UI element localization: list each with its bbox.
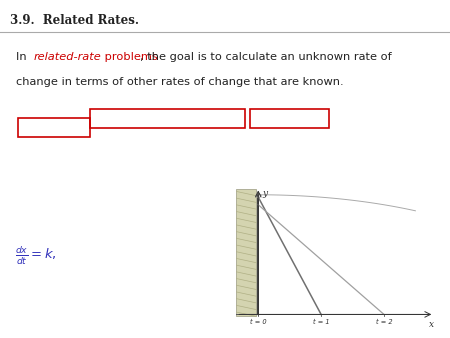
Text: $\frac{dx}{dt} = k,$: $\frac{dx}{dt} = k,$ — [15, 245, 57, 267]
Bar — [250, 109, 328, 128]
Text: t = 0: t = 0 — [250, 319, 266, 325]
Text: change in terms of other rates of change that are known.: change in terms of other rates of change… — [16, 77, 343, 87]
Text: 3.9.  Related Rates.: 3.9. Related Rates. — [10, 14, 139, 26]
Text: problems: problems — [101, 52, 158, 63]
Text: y: y — [263, 189, 268, 198]
Bar — [90, 109, 245, 128]
Text: In: In — [16, 52, 30, 63]
Text: t = 2: t = 2 — [376, 319, 392, 325]
Text: related-rate: related-rate — [34, 52, 102, 63]
Text: t = 1: t = 1 — [313, 319, 329, 325]
Text: , the goal is to calculate an unknown rate of: , the goal is to calculate an unknown ra… — [140, 52, 392, 63]
Text: x: x — [428, 320, 434, 329]
Bar — [18, 118, 90, 137]
Bar — [236, 189, 256, 316]
